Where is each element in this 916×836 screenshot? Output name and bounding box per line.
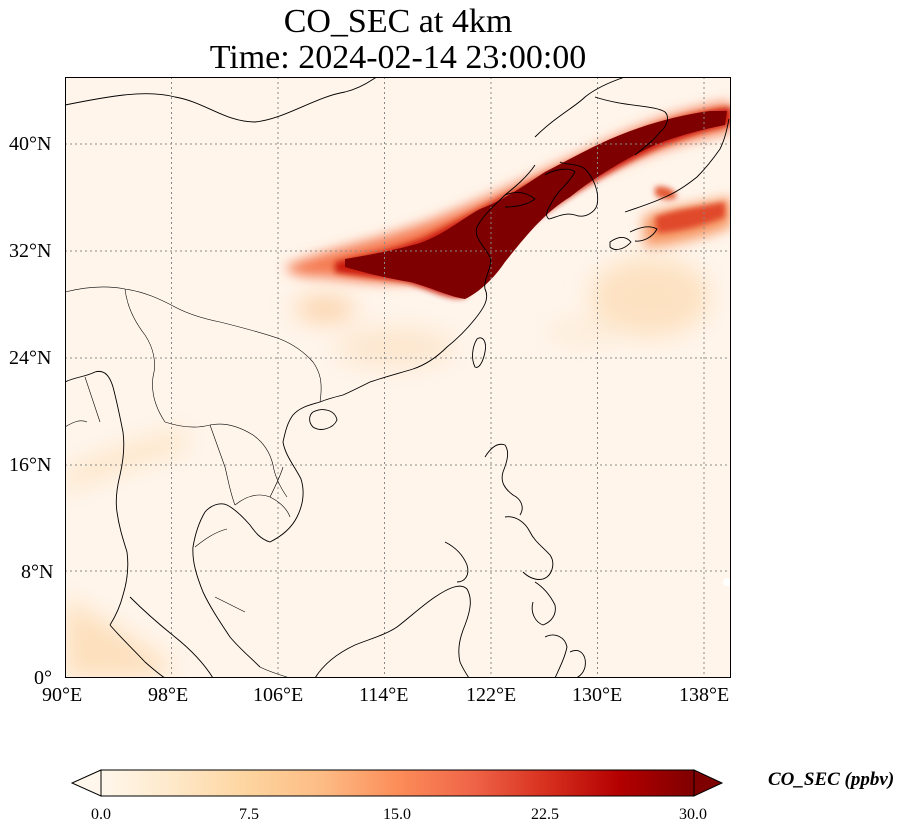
colorbar-tick-label: 7.5 [239,806,259,823]
lon-tick-label: 106°E [253,684,304,706]
colorbar-max-extend [693,769,724,797]
lon-tick-label: 114°E [359,684,409,706]
lat-tick-label: 16°N [9,454,52,476]
faint-concentration-field [65,257,710,678]
colorbar [70,769,724,797]
lon-tick-label: 90°E [42,684,83,706]
lat-tick-label: 32°N [9,240,52,262]
lon-tick-label: 122°E [466,684,517,706]
lat-tick-label: 24°N [9,347,52,369]
lon-tick-label: 130°E [572,684,623,706]
lat-tick-label: 8°N [21,561,54,583]
lat-tick-label: 40°N [9,133,52,155]
lon-tick-label: 138°E [679,684,730,706]
colorbar-tick-label: 15.0 [383,806,411,823]
map-title: CO_SEC at 4km [283,3,513,40]
colorbar-label: CO_SEC (ppbv) [768,769,895,790]
lat-tick-label: 0° [34,667,52,689]
colorbar-gradient [100,769,695,797]
coastlines-and-borders [65,77,730,678]
lon-tick-label: 98°E [148,684,189,706]
map-subtitle-time: Time: 2024-02-14 23:00:00 [209,39,587,76]
colorbar-tick-label: 0.0 [91,806,111,823]
map-frame [65,77,731,678]
colorbar-tick-label: 30.0 [679,806,707,823]
missing-data-spot [723,578,731,586]
map-canvas [65,77,731,678]
map-background [65,77,731,678]
colorbar-tick-label: 22.5 [531,806,559,823]
map-panel [65,77,731,678]
colorbar-min-extend [70,769,102,797]
